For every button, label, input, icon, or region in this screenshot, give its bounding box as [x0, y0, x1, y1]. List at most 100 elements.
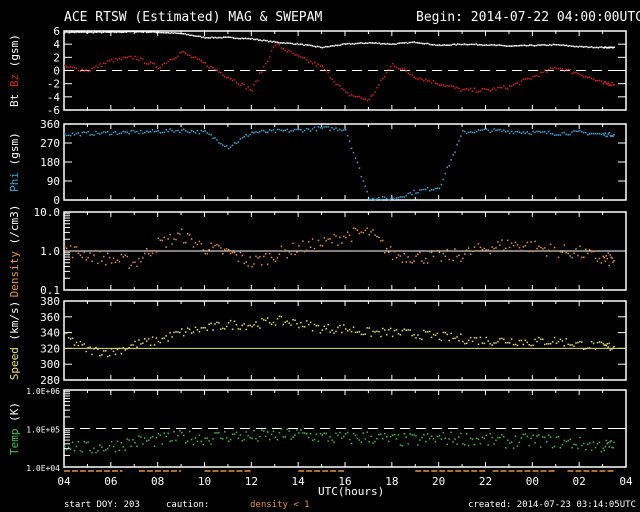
data-point [155, 251, 158, 253]
data-point [206, 36, 208, 39]
data-point [264, 253, 267, 255]
data-point [161, 337, 164, 340]
data-point [348, 95, 351, 97]
data-point [239, 138, 242, 140]
data-point [97, 450, 99, 452]
data-point [477, 129, 480, 131]
data-point [263, 65, 265, 68]
data-point [259, 256, 261, 258]
data-point [607, 133, 609, 135]
data-point [311, 128, 314, 130]
data-point [271, 41, 273, 43]
data-point [448, 85, 450, 87]
data-point [103, 131, 105, 133]
panel-frame [63, 300, 627, 381]
data-point [588, 133, 591, 135]
data-point [327, 126, 329, 128]
data-point [272, 46, 275, 48]
data-point [426, 331, 429, 333]
data-point [419, 77, 421, 80]
data-point [257, 440, 259, 442]
data-point [401, 261, 404, 263]
data-point [434, 440, 437, 443]
data-point [542, 248, 544, 250]
data-point [134, 261, 136, 263]
data-point [512, 132, 515, 135]
data-point [93, 347, 95, 350]
data-point [264, 62, 267, 65]
data-point [87, 31, 89, 34]
data-point [454, 438, 456, 440]
data-point [120, 132, 123, 134]
y-axis-label-part: (/cm3) [8, 205, 21, 251]
data-point [305, 320, 308, 322]
data-point [569, 344, 571, 346]
data-point [501, 433, 503, 436]
data-point [236, 37, 238, 40]
data-point [237, 437, 240, 440]
data-point [532, 250, 534, 253]
data-point [520, 132, 523, 134]
data-point [92, 32, 94, 34]
data-point [421, 338, 423, 341]
data-point [87, 346, 89, 349]
data-point [364, 185, 367, 187]
data-point [253, 131, 255, 134]
data-point [229, 438, 232, 441]
data-point [489, 342, 491, 345]
data-point [292, 242, 294, 245]
data-point [610, 135, 612, 138]
data-point [64, 332, 66, 335]
data-point [319, 432, 322, 435]
data-point [81, 344, 84, 346]
data-point [592, 78, 595, 81]
data-point [493, 443, 495, 445]
data-point [120, 352, 123, 355]
data-point [97, 262, 99, 265]
data-point [214, 36, 217, 39]
data-point [415, 435, 417, 437]
data-point [153, 344, 156, 346]
data-point [329, 45, 332, 47]
data-point [85, 31, 88, 34]
data-point [202, 249, 205, 251]
data-point [370, 231, 372, 233]
data-point [345, 236, 347, 239]
data-point [450, 332, 452, 335]
data-point [358, 95, 361, 98]
data-point [413, 260, 415, 262]
data-point [95, 451, 97, 454]
data-point [118, 347, 121, 350]
data-point [104, 62, 107, 65]
data-point [417, 78, 419, 81]
data-point [67, 31, 69, 34]
data-point [73, 66, 76, 69]
data-point [97, 66, 99, 69]
data-point [420, 42, 422, 45]
data-point [101, 132, 103, 134]
data-point [298, 43, 300, 46]
data-point [563, 131, 566, 134]
data-point [77, 132, 80, 134]
data-point [266, 60, 269, 63]
data-point [455, 44, 457, 46]
data-point [360, 333, 363, 336]
data-point [261, 317, 263, 320]
data-point [503, 338, 505, 341]
data-point [171, 129, 173, 132]
data-point [159, 31, 161, 34]
data-point [479, 336, 482, 339]
data-point [128, 439, 130, 441]
data-point [565, 338, 568, 340]
data-point [577, 130, 579, 133]
data-point [329, 238, 331, 240]
data-point [85, 131, 87, 134]
data-point [456, 143, 458, 146]
data-point [224, 145, 226, 148]
data-point [348, 328, 351, 331]
data-point [346, 231, 349, 233]
data-point [611, 81, 613, 84]
data-point [184, 52, 187, 54]
data-point [401, 42, 404, 44]
data-point [569, 255, 571, 257]
